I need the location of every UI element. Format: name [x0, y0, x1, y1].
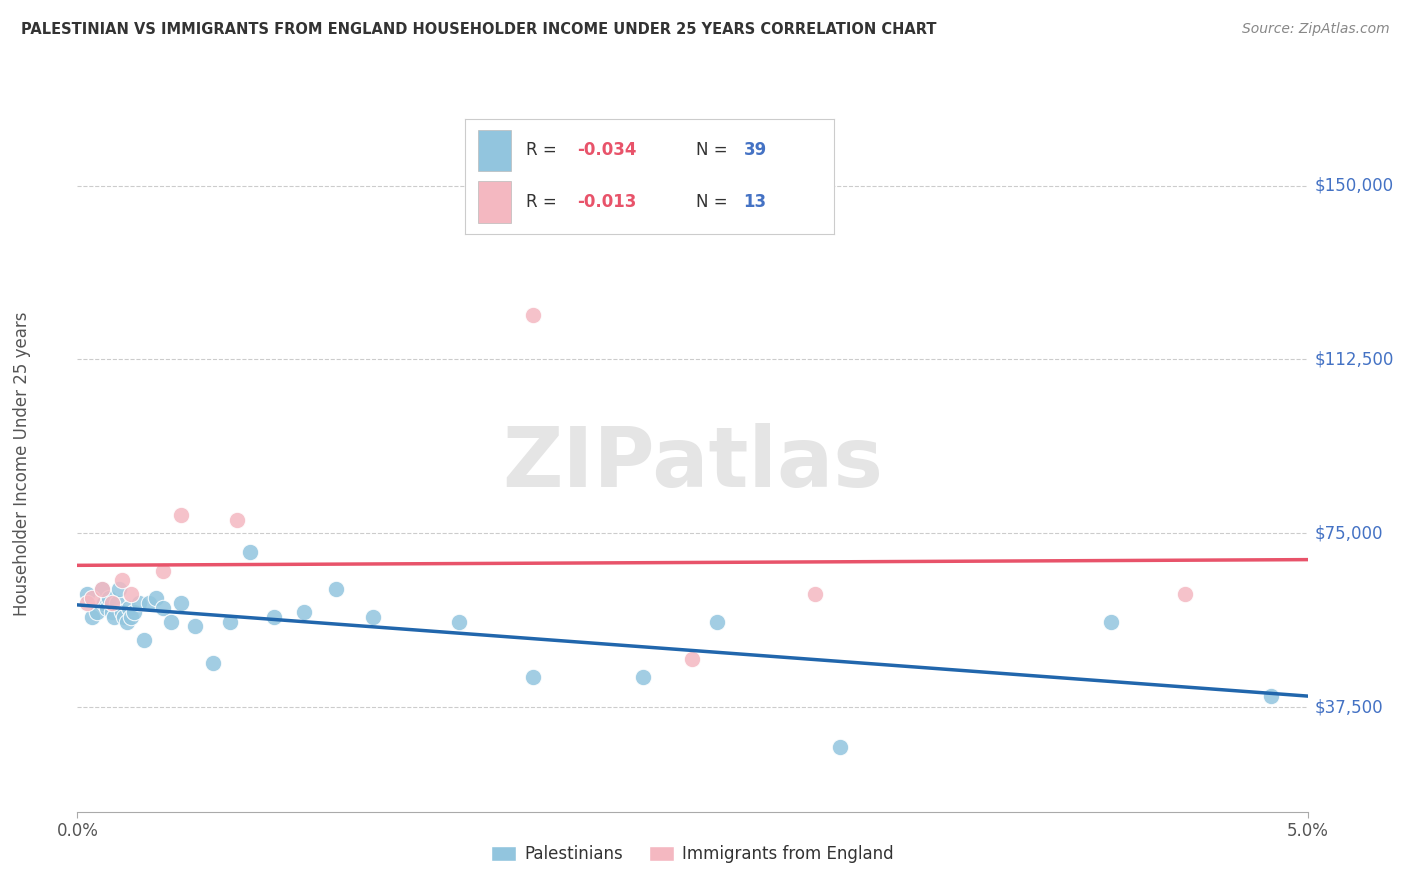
Point	[128, 596, 150, 610]
Point	[118, 600, 141, 615]
Point	[138, 596, 160, 610]
Point	[82, 591, 104, 606]
Point	[96, 600, 118, 615]
Point	[804, 587, 827, 601]
Point	[447, 615, 470, 629]
Point	[201, 657, 224, 671]
Point	[112, 610, 135, 624]
Point	[263, 610, 285, 624]
Point	[108, 582, 131, 596]
Point	[98, 591, 121, 606]
Point	[682, 651, 704, 665]
Point	[830, 739, 852, 754]
Text: Householder Income Under 25 years: Householder Income Under 25 years	[13, 311, 31, 616]
Point	[76, 587, 98, 601]
Point	[132, 633, 155, 648]
Point	[90, 582, 114, 596]
Point	[152, 564, 174, 578]
Point	[82, 610, 104, 624]
Text: $37,500: $37,500	[1315, 698, 1384, 716]
Text: ZIPatlas: ZIPatlas	[502, 424, 883, 504]
Point	[633, 670, 655, 684]
Legend: Palestinians, Immigrants from England: Palestinians, Immigrants from England	[485, 838, 900, 870]
Text: $150,000: $150,000	[1315, 177, 1393, 194]
Text: $75,000: $75,000	[1315, 524, 1384, 542]
Point	[152, 600, 174, 615]
Point	[115, 615, 138, 629]
Point	[111, 605, 132, 619]
Point	[1099, 615, 1122, 629]
Point	[169, 508, 191, 522]
Point	[169, 596, 191, 610]
Point	[325, 582, 347, 596]
Point	[160, 615, 183, 629]
Point	[76, 596, 98, 610]
Point	[105, 596, 128, 610]
Point	[522, 309, 544, 323]
Point	[101, 596, 124, 610]
Point	[86, 605, 108, 619]
Point	[90, 582, 114, 596]
Point	[121, 610, 143, 624]
Point	[103, 610, 125, 624]
Text: Source: ZipAtlas.com: Source: ZipAtlas.com	[1241, 22, 1389, 37]
Point	[219, 615, 242, 629]
Point	[101, 605, 124, 619]
Point	[1174, 587, 1197, 601]
Point	[122, 605, 145, 619]
Point	[93, 596, 115, 610]
Text: PALESTINIAN VS IMMIGRANTS FROM ENGLAND HOUSEHOLDER INCOME UNDER 25 YEARS CORRELA: PALESTINIAN VS IMMIGRANTS FROM ENGLAND H…	[21, 22, 936, 37]
Point	[361, 610, 384, 624]
Point	[111, 573, 132, 587]
Text: $112,500: $112,500	[1315, 351, 1393, 368]
Point	[145, 591, 167, 606]
Point	[226, 512, 249, 526]
Point	[1260, 689, 1282, 703]
Point	[522, 670, 544, 684]
Point	[706, 615, 728, 629]
Point	[292, 605, 315, 619]
Point	[121, 587, 143, 601]
Point	[239, 545, 262, 559]
Point	[184, 619, 207, 633]
